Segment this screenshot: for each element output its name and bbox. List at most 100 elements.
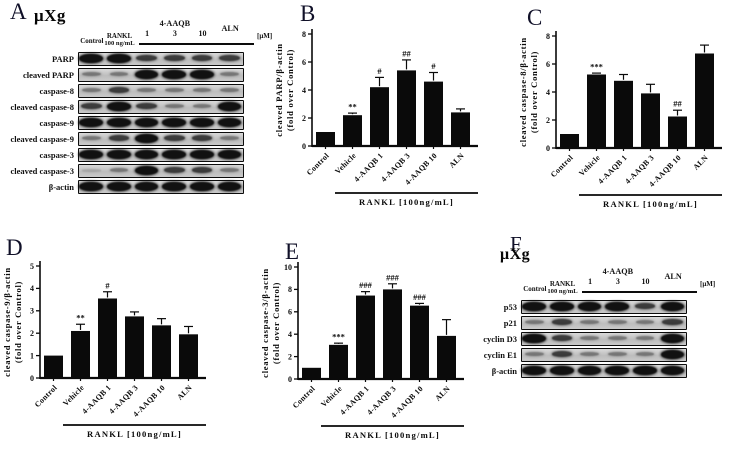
blot-band — [107, 149, 131, 160]
y-tick-label: 4 — [288, 330, 292, 339]
lane-group-label-4aaqb: 4-AAQB — [159, 19, 191, 28]
x-axis-group-label: RANKL [100ng/mL] — [359, 197, 454, 207]
blot-band — [108, 87, 130, 94]
significance-annotation: ### — [413, 292, 427, 302]
category-label: ALN — [433, 384, 452, 403]
y-tick-label: 10 — [284, 263, 292, 272]
blot-band — [220, 72, 239, 77]
blot-band — [660, 365, 685, 376]
bar-4-AAQB 1 — [370, 87, 389, 146]
blot-band — [163, 135, 185, 142]
western-blot-panel-f: Control RANKL 100 ng/mL 4-AAQB 1 3 10 ALN [μM] p5… — [451, 266, 717, 382]
blot-row-label: cleaved caspase-3 — [10, 166, 74, 176]
blot-row-label: cyclin E1 — [483, 350, 517, 360]
blot-band — [107, 101, 131, 112]
blot-band — [660, 349, 685, 360]
blot-band — [605, 365, 630, 376]
blot-band — [136, 55, 157, 62]
blot-row-label: caspase-8 — [39, 86, 74, 96]
category-label: Control — [291, 384, 318, 411]
lane-label-rankl: RANKL — [549, 280, 576, 288]
blot-row-label: p21 — [503, 318, 517, 328]
blot-band — [577, 365, 602, 376]
category-label: Vehicle — [333, 151, 358, 176]
bar-ALN — [451, 112, 470, 146]
blot-strip — [78, 132, 244, 146]
panel-f-method-label: μXg — [500, 246, 531, 263]
bar-Vehicle — [329, 344, 348, 379]
blot-strip — [521, 300, 687, 314]
lane-label-rankl-dose: 100 ng/mL — [547, 288, 578, 295]
blot-band — [217, 117, 242, 128]
bar-chart-cleaved-caspase-8: 0 2 4 6 8 cleaved caspase-8/β-actin (fold over… — [516, 8, 729, 229]
blot-band — [551, 351, 573, 358]
bar-4-AAQB 10 — [410, 305, 429, 379]
blot-strip — [78, 164, 244, 178]
significance-annotation: # — [431, 61, 436, 71]
blot-row-label: cleaved PARP — [22, 70, 74, 80]
blot-band — [107, 181, 131, 192]
blot-band — [635, 320, 655, 325]
blot-band — [109, 168, 129, 173]
blot-row-label: β-actin — [48, 182, 74, 192]
blot-band — [192, 88, 212, 93]
blot-band — [551, 335, 573, 342]
blot-band — [134, 165, 159, 176]
y-axis-title-line1: cleaved PARP/β-actin — [274, 43, 284, 137]
blot-band — [81, 72, 101, 77]
blot-band — [136, 103, 157, 110]
y-tick-label: 2 — [30, 329, 34, 338]
blot-strip — [78, 68, 244, 82]
blot-band — [191, 167, 213, 174]
category-label: ALN — [691, 153, 710, 172]
blot-band — [190, 149, 214, 160]
lane-label-control: Control — [523, 285, 547, 293]
blot-strip — [78, 148, 244, 162]
lane-group-label-4aaqb: 4-AAQB — [602, 267, 634, 276]
y-tick-label: 4 — [30, 284, 34, 293]
blot-band — [81, 136, 101, 141]
blot-band — [607, 336, 627, 341]
bar-4-AAQB 3 — [641, 93, 660, 148]
blot-band — [635, 352, 655, 357]
blot-band — [524, 352, 544, 357]
blot-band — [79, 181, 104, 192]
category-label: ALN — [175, 383, 194, 402]
bar-4-AAQB 1 — [356, 295, 375, 379]
lane-unit-label: [μM] — [700, 280, 716, 288]
bar-4-AAQB 1 — [614, 80, 633, 148]
blot-band — [192, 104, 212, 109]
y-axis-title-line1: cleaved caspase-9/β-actin — [2, 267, 12, 377]
panel-letter-e: E — [285, 239, 300, 264]
blot-strip — [521, 364, 687, 378]
y-tick-label: 4 — [546, 88, 550, 97]
lane-label-aln: ALN — [664, 272, 682, 281]
lane-label-aln: ALN — [221, 24, 239, 33]
bar-Control — [316, 132, 335, 146]
bar-ALN — [179, 334, 198, 378]
blot-band — [134, 149, 159, 160]
y-tick-label: 4 — [302, 86, 306, 95]
x-axis-group-label: RANKL [100ng/mL] — [87, 429, 182, 439]
bar-ALN — [437, 335, 456, 379]
lane-label-dose-3: 3 — [172, 29, 177, 38]
significance-annotation: ## — [673, 99, 682, 109]
blot-band — [162, 181, 187, 192]
lane-unit-label: [μM] — [257, 32, 273, 40]
blot-band — [109, 72, 129, 77]
blot-band — [80, 103, 102, 110]
chart-svg-E: 0 2 4 6 8 10 cleaved caspase-3/β-actin (fold ov… — [260, 262, 464, 440]
bar-chart-cleaved-parp: 0 2 4 6 8 cleaved PARP/β-actin (fold over Cont… — [272, 6, 486, 227]
blot-strip — [78, 116, 244, 130]
blot-band — [81, 88, 101, 93]
lane-label-dose-10: 10 — [641, 277, 650, 286]
bar-Control — [302, 367, 321, 379]
blot-row-label: β-actin — [491, 366, 517, 376]
significance-annotation: *** — [590, 62, 603, 72]
panel-letter-c: C — [527, 5, 543, 30]
y-tick-label: 3 — [30, 307, 34, 316]
lane-label-control: Control — [80, 37, 104, 45]
blot-band — [217, 101, 242, 112]
blot-band — [660, 301, 685, 312]
category-label: Vehicle — [319, 384, 344, 409]
